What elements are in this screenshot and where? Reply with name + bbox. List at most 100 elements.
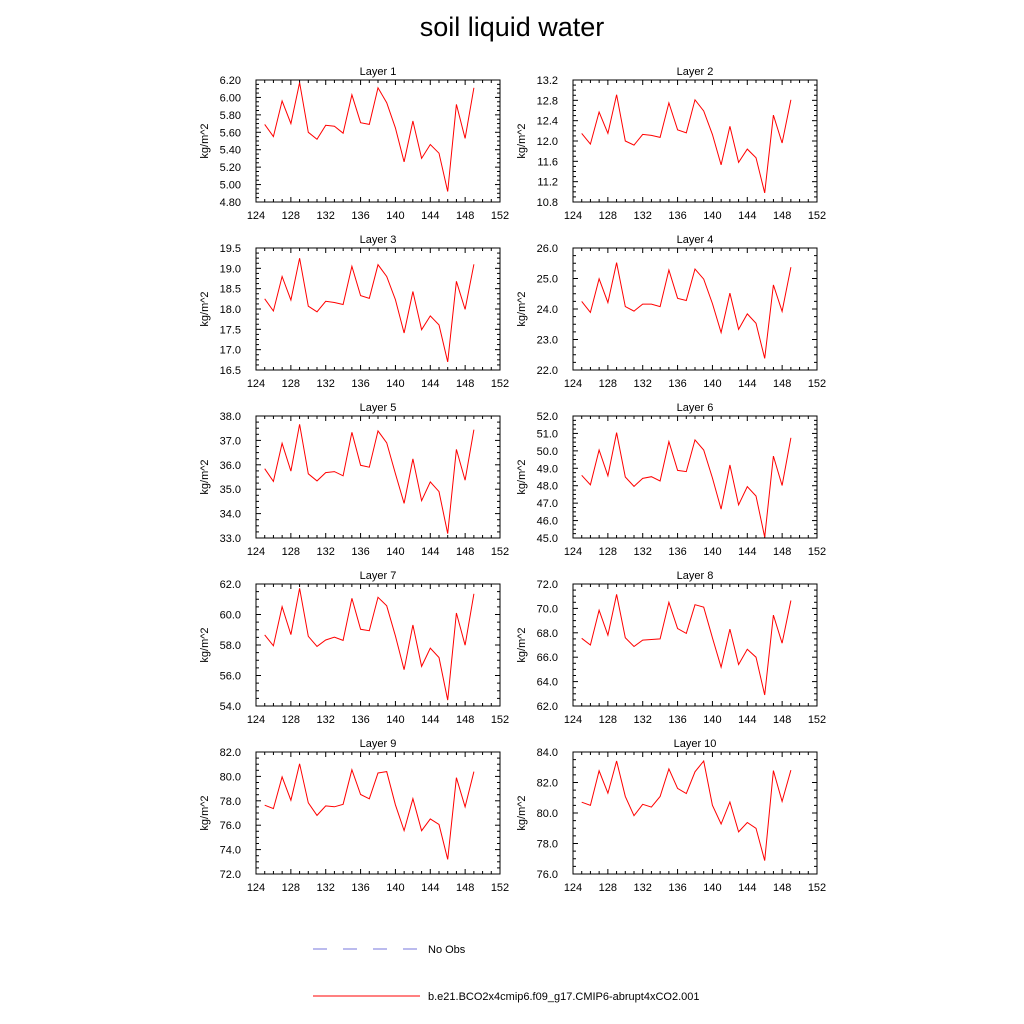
- y-tick-label: 78.0: [220, 796, 241, 808]
- x-tick-label: 128: [282, 882, 300, 894]
- page-title: soil liquid water: [419, 12, 605, 42]
- x-tick-label: 132: [317, 882, 335, 894]
- y-tick-label: 49.0: [537, 463, 558, 475]
- x-tick-label: 152: [808, 714, 826, 726]
- x-tick-label: 144: [421, 714, 439, 726]
- x-tick-label: 152: [808, 882, 826, 894]
- x-tick-label: 128: [599, 714, 617, 726]
- y-tick-label: 72.0: [537, 579, 558, 591]
- x-tick-label: 132: [317, 210, 335, 222]
- x-tick-label: 148: [456, 882, 474, 894]
- x-tick-label: 128: [282, 378, 300, 390]
- x-tick-label: 140: [386, 210, 404, 222]
- x-tick-label: 136: [351, 546, 369, 558]
- x-tick-label: 124: [247, 882, 265, 894]
- x-tick-label: 128: [599, 882, 617, 894]
- y-tick-label: 68.0: [537, 628, 558, 640]
- y-tick-label: 4.80: [220, 197, 241, 209]
- y-tick-label: 50.0: [537, 446, 558, 458]
- y-tick-label: 5.80: [220, 110, 241, 122]
- y-tick-label: 12.8: [537, 95, 558, 107]
- x-tick-label: 124: [247, 210, 265, 222]
- panel-title: Layer 8: [677, 570, 714, 582]
- series-line: [581, 94, 792, 194]
- x-tick-label: 132: [634, 882, 652, 894]
- y-tick-label: 51.0: [537, 428, 558, 440]
- series-line: [264, 258, 475, 363]
- x-tick-label: 148: [773, 546, 791, 558]
- y-axis-label: kg/m^2: [199, 291, 211, 326]
- y-tick-label: 60.0: [220, 610, 241, 622]
- x-tick-label: 148: [456, 546, 474, 558]
- plot-frame: [572, 247, 818, 371]
- x-tick-label: 140: [703, 378, 721, 390]
- y-tick-label: 18.5: [220, 284, 241, 296]
- x-tick-label: 136: [351, 714, 369, 726]
- y-tick-label: 11.6: [537, 156, 558, 168]
- y-tick-label: 58.0: [220, 640, 241, 652]
- y-tick-label: 33.0: [220, 533, 241, 545]
- y-tick-label: 5.00: [220, 180, 241, 192]
- y-tick-label: 64.0: [537, 677, 558, 689]
- y-tick-label: 12.4: [537, 116, 558, 128]
- x-tick-label: 148: [456, 714, 474, 726]
- x-tick-label: 128: [282, 714, 300, 726]
- x-tick-label: 144: [738, 882, 756, 894]
- y-tick-label: 56.0: [220, 671, 241, 683]
- series-line: [581, 594, 792, 696]
- y-tick-label: 76.0: [220, 820, 241, 832]
- x-tick-label: 140: [703, 210, 721, 222]
- plot-frame: [255, 751, 501, 875]
- x-tick-label: 152: [808, 546, 826, 558]
- x-tick-label: 152: [491, 378, 509, 390]
- x-tick-label: 144: [738, 546, 756, 558]
- x-tick-label: 152: [491, 882, 509, 894]
- y-tick-label: 62.0: [537, 701, 558, 713]
- y-tick-label: 24.0: [537, 304, 558, 316]
- x-tick-label: 136: [351, 882, 369, 894]
- plot-frame: [572, 583, 818, 707]
- y-tick-label: 70.0: [537, 603, 558, 615]
- x-tick-label: 136: [668, 882, 686, 894]
- y-tick-label: 84.0: [537, 747, 558, 759]
- y-tick-label: 37.0: [220, 435, 241, 447]
- x-tick-label: 140: [703, 882, 721, 894]
- x-tick-label: 144: [738, 210, 756, 222]
- x-tick-label: 128: [599, 546, 617, 558]
- panel-title: Layer 4: [677, 234, 714, 246]
- x-tick-label: 144: [738, 378, 756, 390]
- x-tick-label: 124: [564, 546, 582, 558]
- y-axis-label: kg/m^2: [516, 123, 528, 158]
- x-tick-label: 148: [773, 210, 791, 222]
- x-tick-label: 144: [738, 714, 756, 726]
- x-tick-label: 132: [634, 210, 652, 222]
- x-tick-label: 144: [421, 210, 439, 222]
- y-tick-label: 25.0: [537, 274, 558, 286]
- panel-title: Layer 9: [360, 738, 397, 750]
- y-tick-label: 38.0: [220, 411, 241, 423]
- x-tick-label: 140: [703, 546, 721, 558]
- plot-frame: [255, 583, 501, 707]
- panel-title: Layer 1: [360, 66, 397, 78]
- x-tick-label: 152: [808, 210, 826, 222]
- y-tick-label: 72.0: [220, 869, 241, 881]
- x-tick-label: 148: [456, 378, 474, 390]
- y-tick-label: 74.0: [220, 845, 241, 857]
- panel-title: Layer 10: [674, 738, 717, 750]
- x-tick-label: 132: [634, 714, 652, 726]
- x-tick-label: 132: [317, 546, 335, 558]
- y-axis-label: kg/m^2: [199, 795, 211, 830]
- x-tick-label: 128: [599, 210, 617, 222]
- x-tick-label: 148: [456, 210, 474, 222]
- series-line: [581, 759, 792, 861]
- panel-3: Layer 3 kg/m^2 124 128 132 136 140 144 148 152 16.…: [199, 234, 509, 390]
- y-axis-label: kg/m^2: [516, 627, 528, 662]
- y-axis-label: kg/m^2: [516, 459, 528, 494]
- y-axis-label: kg/m^2: [199, 627, 211, 662]
- x-tick-label: 136: [668, 546, 686, 558]
- plot-frame: [255, 415, 501, 539]
- x-tick-label: 136: [668, 210, 686, 222]
- x-tick-label: 124: [564, 378, 582, 390]
- panel-2: Layer 2 kg/m^2 124 128 132 136 140 144 148 152 10.…: [516, 66, 826, 222]
